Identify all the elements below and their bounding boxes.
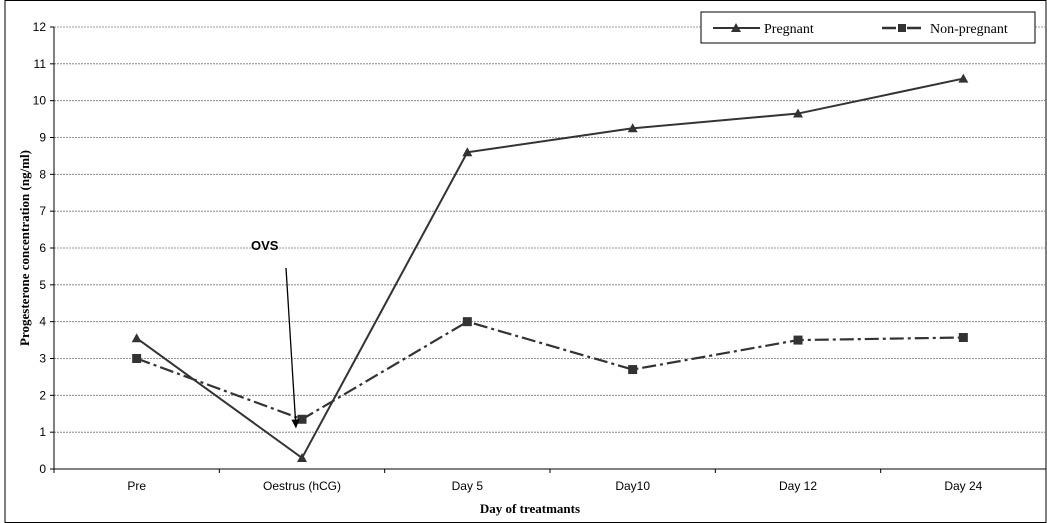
point-0-3 xyxy=(627,123,638,133)
legend-marker-pregnant xyxy=(731,23,741,32)
x-tick-label-4: Day 12 xyxy=(779,479,817,493)
annotation-group: OVS xyxy=(251,238,300,429)
y-tick-label-1: 1 xyxy=(39,425,46,439)
point-1-2 xyxy=(462,317,472,327)
y-tick-label-5: 5 xyxy=(39,278,46,292)
x-tick-label-0: Pre xyxy=(127,479,146,493)
x-axis-title: Day of treatmants xyxy=(480,501,580,516)
y-axis-title: Progesterone concentration (ng/ml) xyxy=(17,150,32,346)
y-tick-label-4: 4 xyxy=(39,315,46,329)
y-tick-label-10: 10 xyxy=(33,94,47,108)
y-tick-label-11: 11 xyxy=(34,57,47,71)
annotation-ovs: OVS xyxy=(251,238,279,253)
x-axis-ticks: Pre Oestrus (hCG) Day 5 Day10 Day 12 Day 24 xyxy=(53,469,1047,493)
y-tick-label-8: 8 xyxy=(39,167,46,181)
point-0-4 xyxy=(793,108,803,118)
y-tick-label-6: 6 xyxy=(39,241,46,255)
annotation-arrow xyxy=(285,267,297,420)
point-0-5 xyxy=(958,73,969,83)
point-1-3 xyxy=(628,365,638,375)
x-tick-label-2: Day 5 xyxy=(452,479,484,493)
series-group xyxy=(131,73,969,462)
legend-marker-nonpregnant xyxy=(898,24,906,32)
series-line-0 xyxy=(136,77,964,460)
y-tick-label-2: 2 xyxy=(39,388,46,402)
gridlines xyxy=(54,26,1046,433)
point-1-0 xyxy=(132,354,142,363)
y-tick-label-9: 9 xyxy=(39,131,46,145)
x-tick-label-1: Oestrus (hCG) xyxy=(263,479,341,493)
point-1-5 xyxy=(958,333,968,343)
chart-frame xyxy=(4,0,1047,523)
point-0-0 xyxy=(131,333,142,343)
y-tick-label-3: 3 xyxy=(39,352,46,366)
y-tick-label-0: 0 xyxy=(39,462,46,476)
legend: Pregnant Non-pregnant xyxy=(700,11,1036,44)
y-tick-label-7: 7 xyxy=(39,204,46,218)
series-line-1 xyxy=(136,320,964,421)
point-1-1 xyxy=(297,414,307,424)
legend-label-nonpregnant: Non-pregnant xyxy=(930,22,1008,37)
point-1-4 xyxy=(793,335,803,345)
point-0-2 xyxy=(462,147,473,157)
legend-label-pregnant: Pregnant xyxy=(764,22,814,37)
y-tick-label-12: 12 xyxy=(33,20,47,34)
x-tick-label-3: Day10 xyxy=(615,479,650,493)
point-0-1 xyxy=(297,452,307,462)
x-tick-label-5: Day 24 xyxy=(944,479,982,493)
annotation-arrowhead xyxy=(291,419,300,429)
